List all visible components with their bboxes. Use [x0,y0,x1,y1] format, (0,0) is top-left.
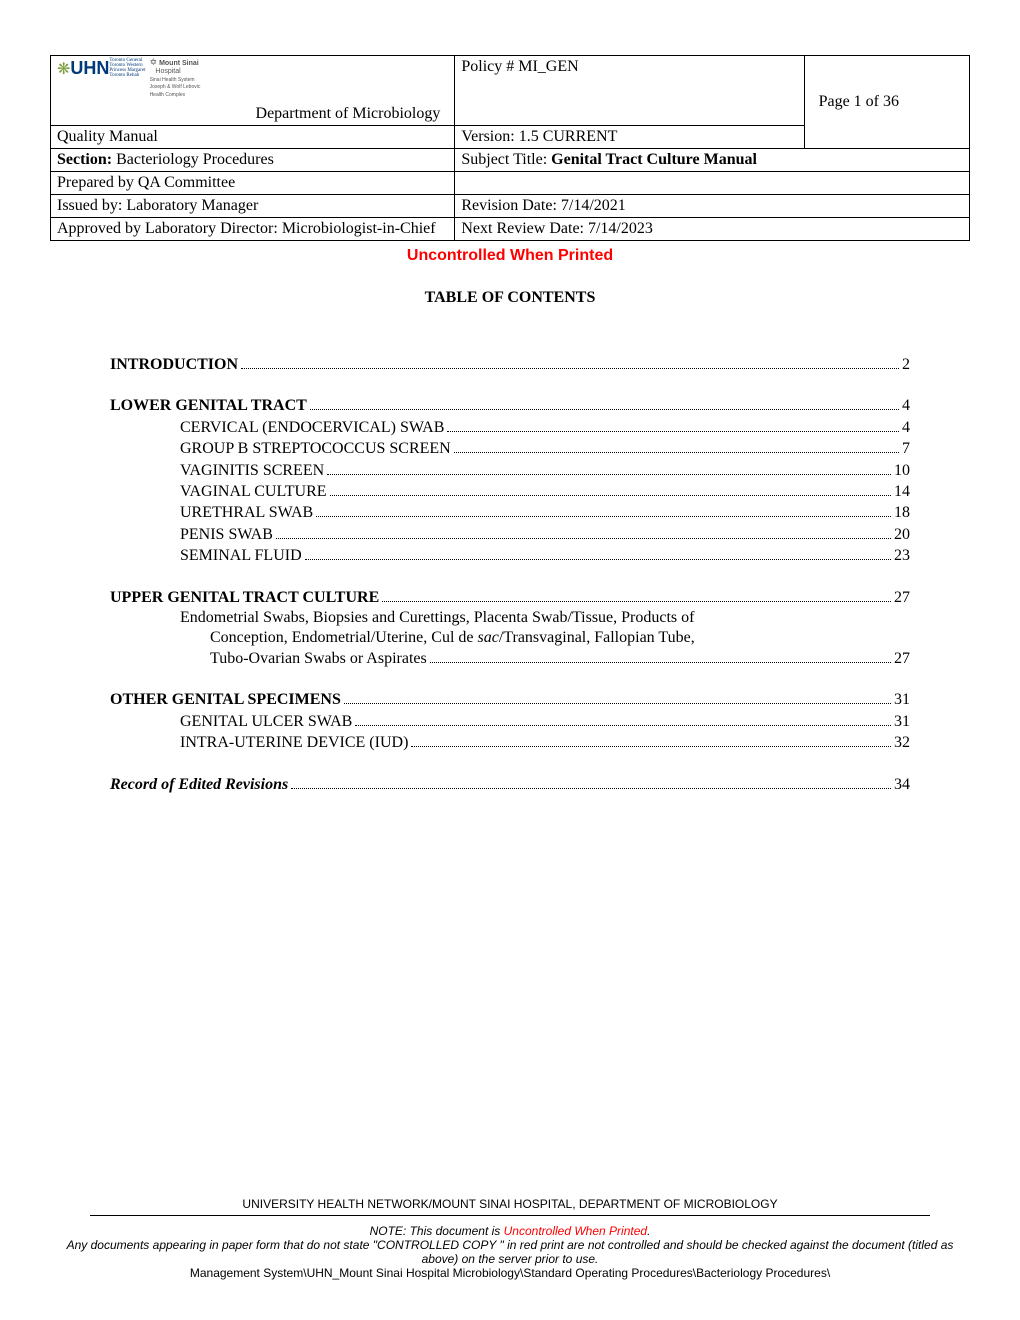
toc-leader-dots [454,439,899,453]
toc-page-number: 4 [902,419,910,437]
uncontrolled-warning: Uncontrolled When Printed [50,247,970,265]
toc-page-number: 27 [894,650,910,668]
toc-page-number: 31 [894,691,910,709]
toc-page-number: 14 [894,483,910,501]
toc-label: OTHER GENITAL SPECIMENS [110,691,341,709]
toc-entry: PENIS SWAB 20 [110,524,910,543]
toc-label: CERVICAL (ENDOCERVICAL) SWAB [180,419,444,437]
toc-leader-dots [327,460,891,474]
toc-title: TABLE OF CONTENTS [50,289,970,307]
toc-page-number: 20 [894,526,910,544]
toc-page-number: 23 [894,547,910,565]
toc-leader-dots [241,355,899,369]
footer-org: UNIVERSITY HEALTH NETWORK/MOUNT SINAI HO… [50,1197,970,1211]
toc-label: INTRA-UTERINE DEVICE (IUD) [180,734,408,752]
footer-path: Management System\UHN_Mount Sinai Hospit… [50,1266,970,1280]
toc-leader-dots [305,546,891,560]
toc-leader-dots [310,396,899,410]
toc-entry: UPPER GENITAL TRACT CULTURE 27 [110,587,910,606]
toc-label: URETHRAL SWAB [180,504,313,522]
table-of-contents: INTRODUCTION2LOWER GENITAL TRACT4CERVICA… [50,355,970,794]
toc-leader-dots [355,711,891,725]
toc-entry: Endometrial Swabs, Biopsies and Curettin… [110,609,910,627]
toc-leader-dots [276,524,891,538]
toc-label: VAGINITIS SCREEN [180,462,324,480]
toc-label: PENIS SWAB [180,526,273,544]
toc-label: VAGINAL CULTURE [180,483,327,501]
page-footer: UNIVERSITY HEALTH NETWORK/MOUNT SINAI HO… [50,1197,970,1280]
toc-label: GROUP B STREPTOCOCCUS SCREEN [180,440,451,458]
toc-leader-dots [382,587,891,601]
toc-entry: VAGINAL CULTURE 14 [110,482,910,501]
toc-page-number: 4 [902,397,910,415]
footer-note: NOTE: This document is Uncontrolled When… [50,1224,970,1238]
toc-entry: LOWER GENITAL TRACT 4 [110,396,910,415]
toc-entry: VAGINITIS SCREEN 10 [110,460,910,479]
toc-page-number: 10 [894,462,910,480]
toc-entry: SEMINAL FLUID 23 [110,546,910,565]
toc-entry: CERVICAL (ENDOCERVICAL) SWAB 4 [110,417,910,436]
toc-leader-dots [447,417,899,431]
toc-page-number: 2 [902,356,910,374]
toc-label: Endometrial Swabs, Biopsies and Curettin… [180,609,694,627]
toc-entry: Conception, Endometrial/Uterine, Cul de … [110,629,910,647]
toc-entry: GROUP B STREPTOCOCCUS SCREEN 7 [110,439,910,458]
toc-entry: URETHRAL SWAB 18 [110,503,910,522]
footer-divider [90,1215,930,1216]
toc-page-number: 34 [894,776,910,794]
toc-label: UPPER GENITAL TRACT CULTURE [110,589,379,607]
toc-entry: INTRODUCTION 2 [110,355,910,374]
toc-leader-dots [316,503,891,517]
toc-page-number: 7 [902,440,910,458]
toc-label: GENITAL ULCER SWAB [180,713,352,731]
toc-entry: Tubo-Ovarian Swabs or Aspirates 27 [110,649,910,668]
toc-leader-dots [330,482,891,496]
document-header-table: ❋UHNToronto GeneralToronto WesternPrince… [50,55,970,241]
toc-leader-dots [291,774,891,788]
toc-entry: GENITAL ULCER SWAB 31 [110,711,910,730]
toc-label: Conception, Endometrial/Uterine, Cul de … [210,629,695,647]
toc-page-number: 31 [894,713,910,731]
toc-label: SEMINAL FLUID [180,547,302,565]
toc-page-number: 32 [894,734,910,752]
toc-label: INTRODUCTION [110,356,238,374]
toc-page-number: 18 [894,504,910,522]
toc-entry: INTRA-UTERINE DEVICE (IUD) 32 [110,733,910,752]
toc-label: Record of Edited Revisions [110,776,288,794]
toc-label: Tubo-Ovarian Swabs or Aspirates [210,650,427,668]
footer-line2: Any documents appearing in paper form th… [50,1238,970,1266]
toc-label: LOWER GENITAL TRACT [110,397,307,415]
toc-entry: Record of Edited Revisions 34 [110,774,910,793]
toc-leader-dots [344,690,891,704]
toc-leader-dots [430,649,891,663]
toc-leader-dots [411,733,891,747]
toc-entry: OTHER GENITAL SPECIMENS 31 [110,690,910,709]
toc-page-number: 27 [894,589,910,607]
